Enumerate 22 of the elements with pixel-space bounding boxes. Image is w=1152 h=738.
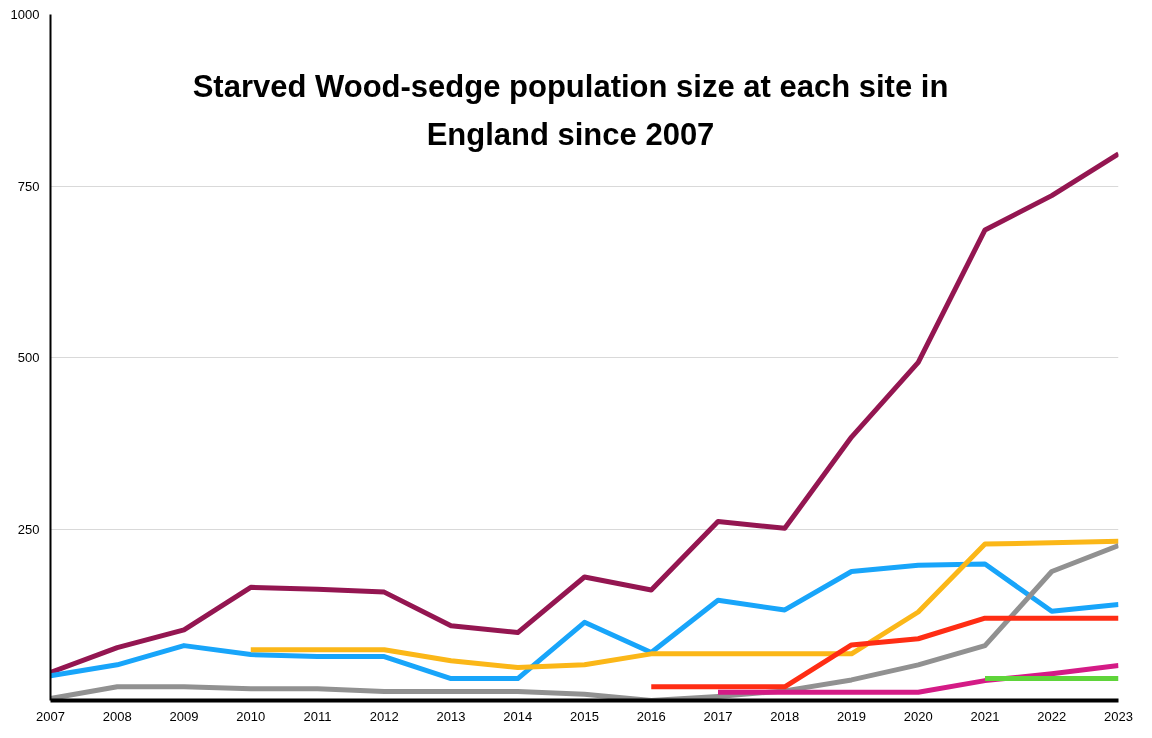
- x-tick-label: 2007: [36, 708, 65, 724]
- x-tick-label: 2010: [236, 708, 266, 724]
- x-tick-label: 2022: [1037, 708, 1067, 724]
- x-tick-label: 2014: [503, 708, 533, 724]
- y-tick-label: 250: [17, 521, 40, 537]
- x-tick-label: 2015: [570, 708, 599, 724]
- x-tick-label: 2021: [970, 708, 1000, 724]
- x-tick-label: 2008: [102, 708, 132, 724]
- x-tick-label: 2009: [169, 708, 199, 724]
- x-tick-label: 2020: [903, 708, 933, 724]
- y-tick-label: 750: [17, 178, 40, 194]
- x-tick-label: 2016: [636, 708, 666, 724]
- x-tick-label: 2012: [369, 708, 399, 724]
- x-tick-label: 2013: [436, 708, 466, 724]
- x-tick-label: 2011: [303, 708, 332, 724]
- x-tick-label: 2018: [770, 708, 800, 724]
- x-tick-label: 2019: [837, 708, 866, 724]
- y-tick-label: 500: [17, 350, 40, 365]
- x-tick-label: 2023: [1104, 708, 1133, 724]
- x-tick-label: 2017: [703, 708, 733, 724]
- text: Starved Wood-sedge population size at each site in England since 2007: [192, 69, 949, 152]
- y-tick-label: 1000: [10, 7, 40, 22]
